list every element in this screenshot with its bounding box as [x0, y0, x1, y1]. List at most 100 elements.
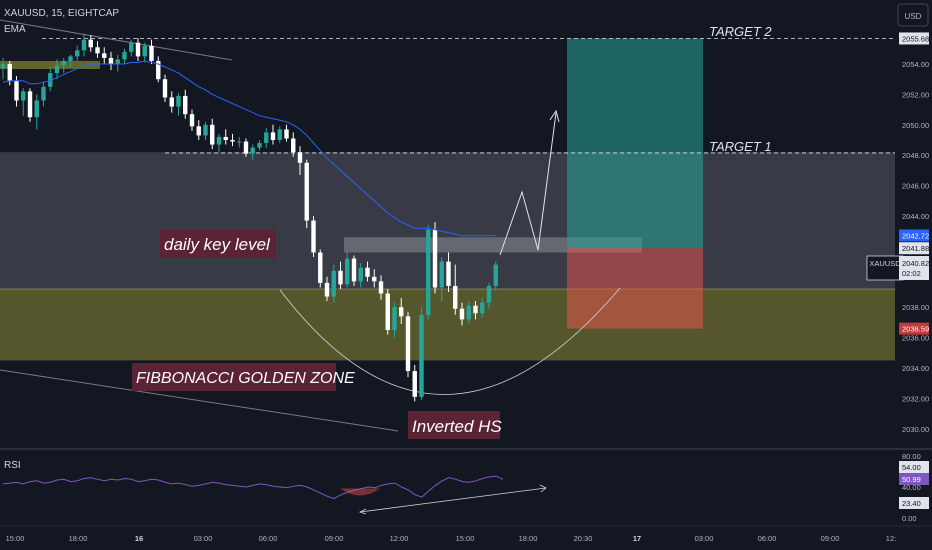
candle-body — [14, 80, 19, 101]
candle-body — [270, 132, 276, 140]
candle-body — [345, 258, 350, 285]
time-tick: 03:00 — [695, 534, 714, 543]
candle-body — [156, 60, 161, 80]
candle-body — [385, 293, 390, 330]
time-tick: 06:00 — [758, 534, 777, 543]
candle-body — [480, 302, 485, 314]
candle-body — [68, 56, 73, 61]
ema-indicator-label[interactable]: EMA — [4, 24, 26, 35]
inverted-hs-box — [408, 411, 500, 439]
rsi-pane: 80.00 40.00 0.00 54.00 50.99 23.40 — [2, 452, 929, 523]
candle-body — [162, 79, 168, 98]
candle-body — [318, 252, 323, 283]
rsi-tick: 40.00 — [902, 483, 921, 492]
candle-body — [311, 220, 316, 253]
candle-body — [426, 229, 431, 315]
candle-body — [95, 47, 100, 54]
olive-highlight-block — [0, 60, 100, 69]
candle-body — [203, 124, 208, 136]
projection-path — [499, 112, 557, 256]
candle-body — [21, 91, 26, 101]
time-tick: 09:00 — [821, 534, 840, 543]
candle-body — [277, 129, 282, 140]
target1-label[interactable]: TARGET 1 — [709, 139, 772, 154]
rsi-oversold-fill — [340, 488, 380, 496]
candle-body — [129, 42, 134, 52]
candle-body — [75, 50, 80, 57]
inverted-hs-label[interactable]: Inverted HS — [412, 417, 502, 436]
candle-body — [7, 64, 12, 81]
time-tick: 12: — [886, 534, 896, 543]
time-axis[interactable]: 15:00 18:00 16 03:00 06:00 09:00 12:00 15:00 18:… — [6, 534, 897, 543]
drawings-layer — [0, 19, 895, 432]
rsi-tag — [899, 473, 929, 485]
candle-body — [41, 86, 46, 101]
profit-zone — [567, 38, 703, 249]
price-tag-label: 2041.88 — [902, 244, 929, 253]
time-tick: 18:00 — [69, 534, 88, 543]
candle-body — [446, 261, 451, 286]
candle-body — [264, 132, 269, 144]
candle-body — [102, 53, 107, 58]
candle-body — [378, 281, 384, 294]
candle-body — [412, 371, 417, 397]
candle-body — [291, 138, 296, 153]
candle-body — [34, 100, 39, 118]
rsi-tag — [899, 497, 929, 509]
price-tag — [899, 242, 929, 255]
ema-line — [2, 60, 496, 237]
rsi-tag-label: 54.00 — [902, 463, 921, 472]
candle-body — [142, 45, 147, 57]
rsi-line — [2, 475, 504, 500]
loss-zone — [567, 248, 703, 329]
downtrend-line-bottom — [0, 369, 399, 432]
time-tick: 15:00 — [456, 534, 475, 543]
downtrend-line-top — [0, 19, 233, 61]
rsi-label[interactable]: RSI — [4, 460, 21, 471]
time-tick: 20:30 — [574, 534, 593, 543]
last-price-badge: XAUUSD 2040.82 02:02 — [866, 255, 929, 281]
time-tick: 15:00 — [6, 534, 25, 543]
last-price-countdown: 02:02 — [902, 269, 921, 278]
candle-body — [223, 136, 228, 140]
fib-zone-label-box — [132, 363, 336, 391]
candle-body — [176, 95, 181, 107]
candle-body — [486, 285, 492, 303]
candle-body — [399, 307, 404, 317]
fib-zone-label[interactable]: FIBBONACCI GOLDEN ZONE — [136, 370, 355, 387]
price-tick: 2054.00 — [902, 60, 929, 69]
candle-body — [169, 97, 174, 107]
currency-button[interactable]: USD — [897, 3, 929, 27]
candle-body — [230, 140, 235, 142]
candle-body — [189, 114, 195, 127]
candle-body — [439, 261, 444, 288]
symbol-title[interactable]: XAUUSD, 15, EIGHTCAP — [4, 8, 119, 19]
target2-label[interactable]: TARGET 2 — [709, 24, 772, 39]
time-tick: 17 — [633, 534, 641, 543]
daily-key-level-label[interactable]: daily key level — [164, 235, 271, 254]
candle-body — [419, 314, 424, 397]
candles-layer — [0, 33, 498, 402]
rsi-arrowhead-right — [539, 484, 547, 493]
price-tick: 2032.00 — [902, 394, 929, 403]
candle-body — [473, 305, 478, 314]
candle-body — [453, 285, 458, 309]
time-tick: 06:00 — [259, 534, 278, 543]
candle-body — [61, 60, 66, 66]
long-position-tool[interactable] — [567, 38, 703, 329]
candle-body — [115, 59, 120, 64]
price-tick: 2046.00 — [902, 182, 929, 191]
candle-body — [54, 65, 60, 74]
price-tick: 2050.00 — [902, 121, 929, 130]
projection-arrowhead — [549, 109, 560, 123]
candle-body — [27, 91, 33, 118]
rsi-tag — [899, 461, 929, 473]
candle-body — [81, 39, 87, 51]
candle-body — [149, 45, 154, 61]
candle-body — [48, 73, 53, 87]
candle-body — [284, 129, 289, 139]
candle-body — [466, 305, 471, 320]
rsi-tag-label: 23.40 — [902, 499, 921, 508]
